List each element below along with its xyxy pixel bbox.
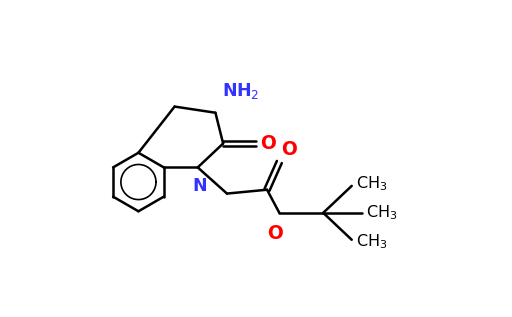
Text: CH$_3$: CH$_3$	[355, 174, 387, 193]
Text: CH$_3$: CH$_3$	[355, 233, 387, 251]
Text: O: O	[281, 140, 297, 159]
Text: NH$_2$: NH$_2$	[222, 81, 259, 101]
Text: N: N	[192, 178, 206, 195]
Text: O: O	[268, 223, 284, 243]
Text: O: O	[260, 134, 276, 153]
Text: CH$_3$: CH$_3$	[366, 204, 397, 222]
